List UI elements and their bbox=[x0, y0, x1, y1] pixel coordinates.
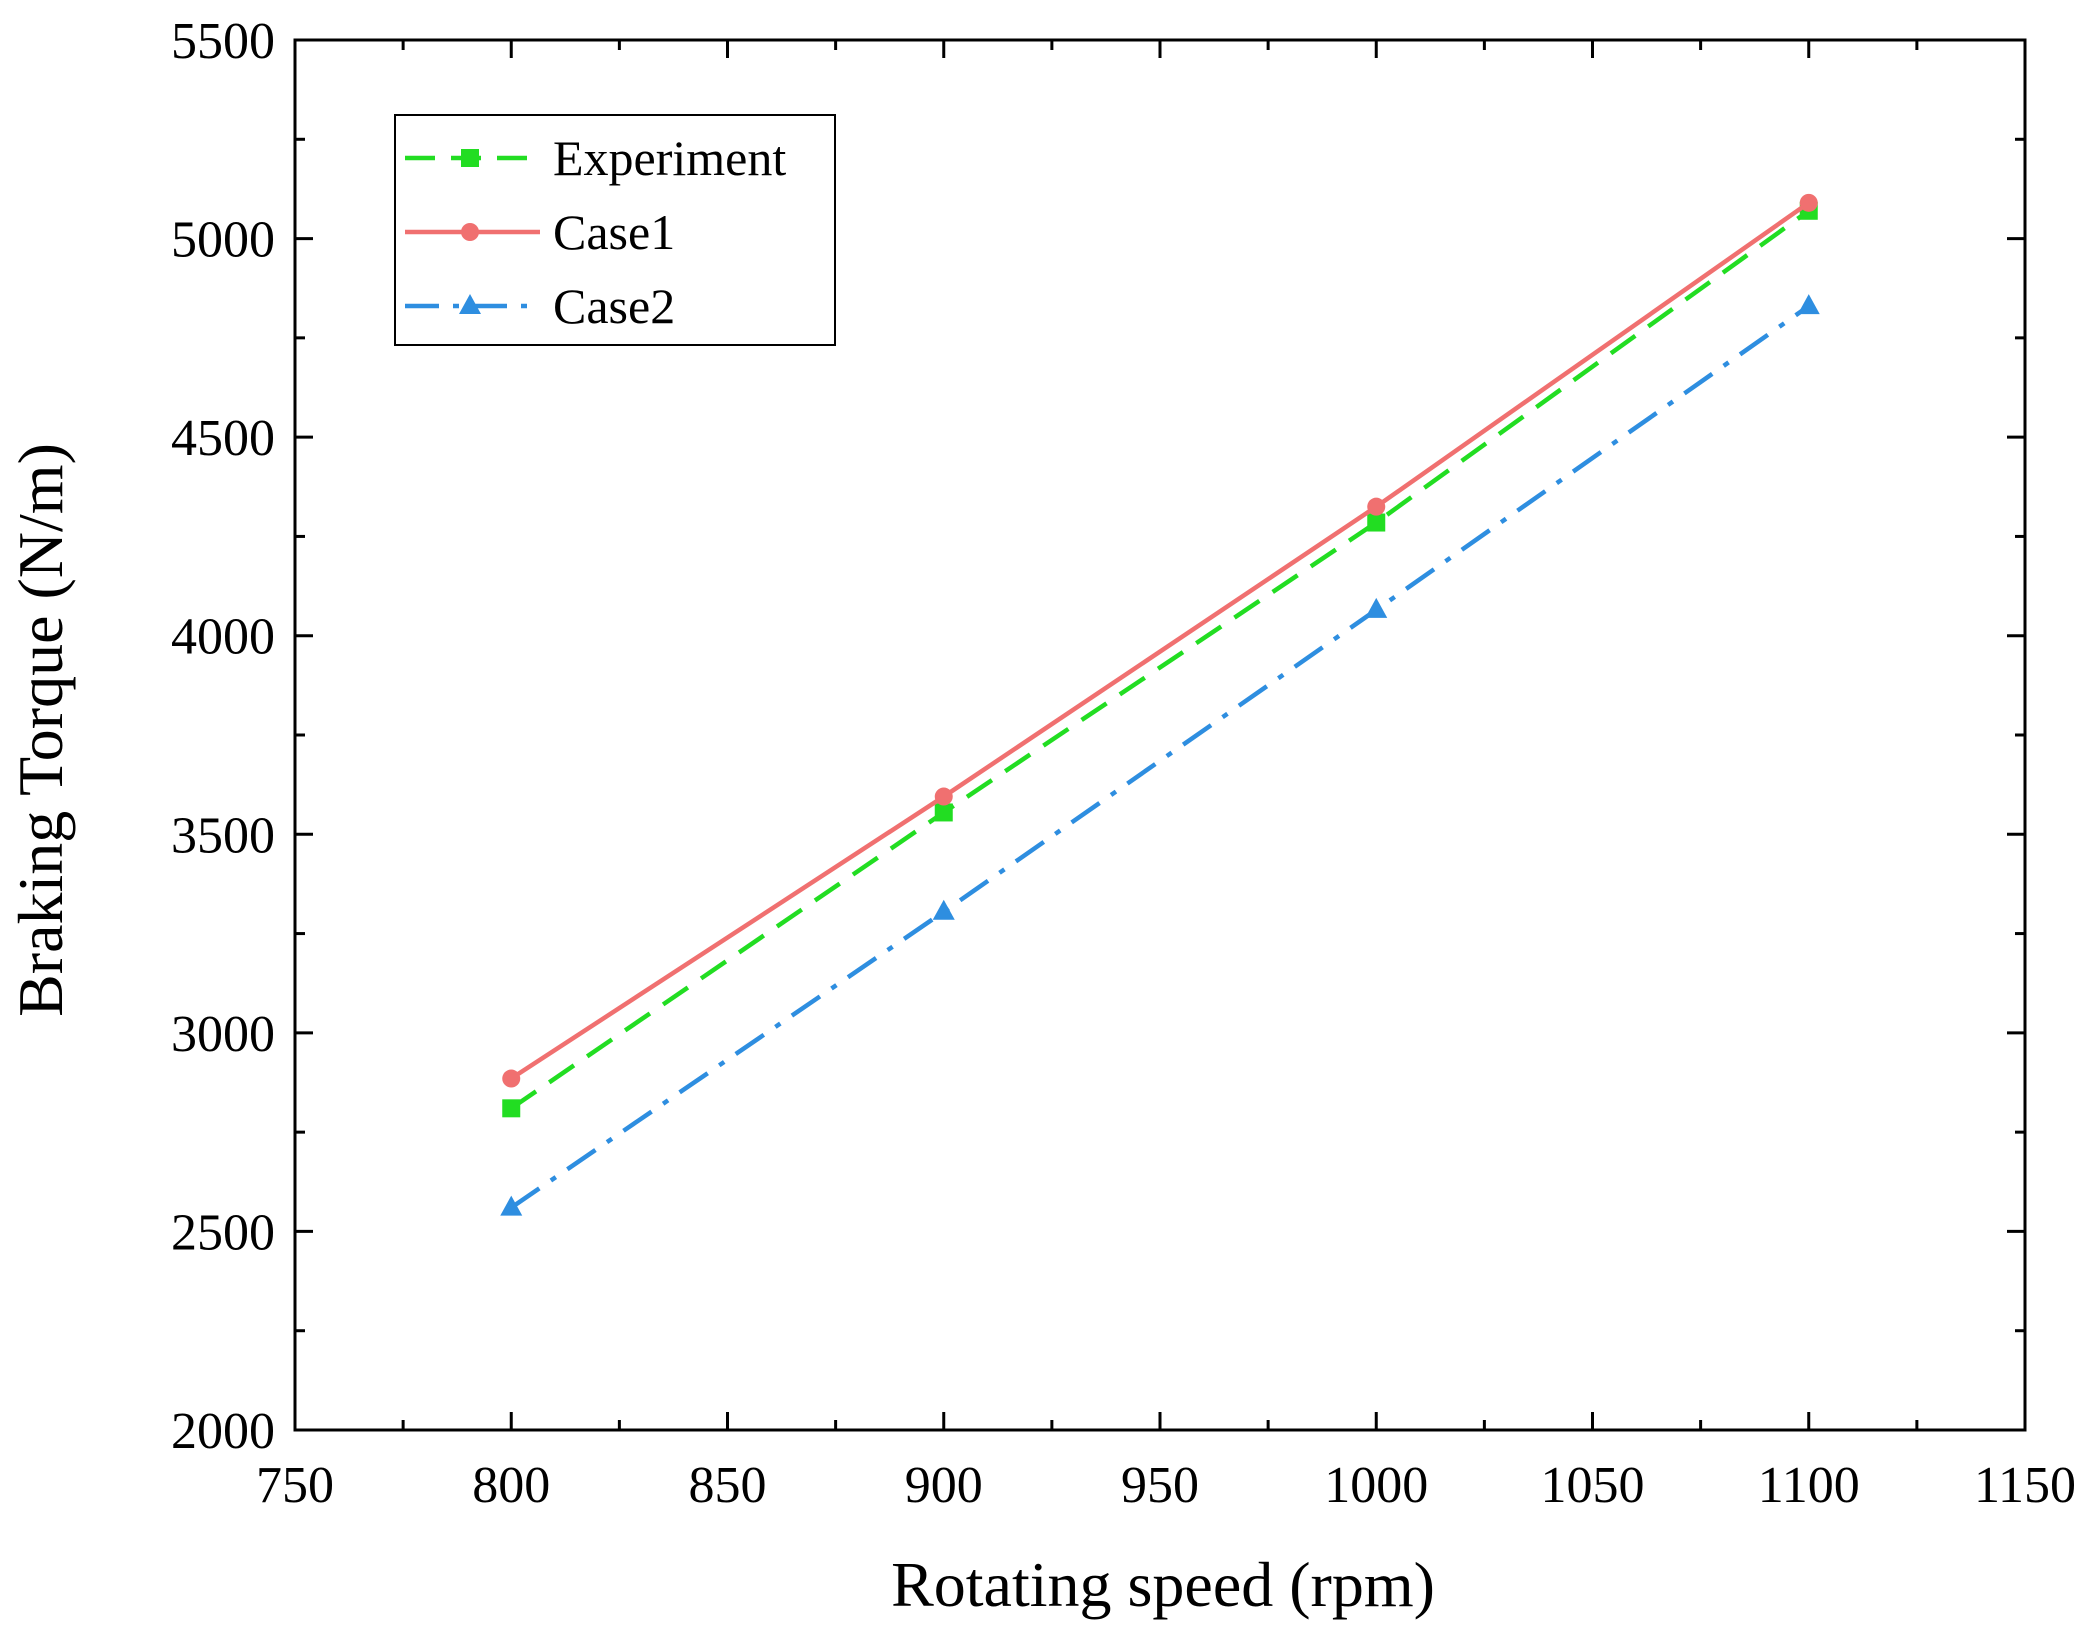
legend-marker-case1 bbox=[461, 223, 479, 241]
legend-marker-experiment bbox=[461, 149, 479, 167]
series-layer bbox=[500, 193, 1820, 1216]
x-axis-title: Rotating speed (rpm) bbox=[891, 1549, 1435, 1620]
y-tick-label: 3500 bbox=[171, 807, 275, 864]
data-point-case1 bbox=[934, 787, 953, 806]
legend-label-experiment: Experiment bbox=[553, 130, 786, 186]
y-axis-title: Braking Torque (N/m) bbox=[5, 443, 76, 1017]
x-tick-label: 950 bbox=[1121, 1457, 1199, 1514]
data-point-case2 bbox=[1365, 597, 1388, 618]
x-tick-label: 1050 bbox=[1541, 1457, 1645, 1514]
data-point-case2 bbox=[1797, 294, 1820, 315]
data-point-case1 bbox=[1367, 497, 1386, 516]
data-point-experiment bbox=[934, 803, 953, 822]
x-tick-label: 850 bbox=[689, 1457, 767, 1514]
legend-marker-case2 bbox=[459, 294, 481, 314]
axes: 750 800 850 900 950 1000 1050 1100 1150 2000 2500 3… bbox=[171, 13, 2076, 1514]
x-tick-label: 900 bbox=[905, 1457, 983, 1514]
legend-label-case1: Case1 bbox=[553, 204, 675, 260]
data-point-experiment bbox=[502, 1099, 521, 1118]
x-tick-label: 1100 bbox=[1758, 1457, 1860, 1514]
y-tick-label: 4000 bbox=[171, 609, 275, 666]
series-case1 bbox=[502, 193, 1818, 1088]
y-tick-label: 2500 bbox=[171, 1204, 275, 1261]
x-tick-label: 800 bbox=[472, 1457, 550, 1514]
data-point-case1 bbox=[502, 1069, 521, 1088]
data-point-case2 bbox=[500, 1195, 523, 1216]
x-tick-label: 1150 bbox=[1974, 1457, 2076, 1514]
series-line-experiment bbox=[509, 208, 1811, 1111]
series-line-case1 bbox=[510, 200, 1811, 1081]
x-tick-label: 1000 bbox=[1324, 1457, 1428, 1514]
legend-label-case2: Case2 bbox=[553, 278, 675, 334]
y-tick-label: 5500 bbox=[171, 13, 275, 70]
series-case2 bbox=[500, 294, 1820, 1216]
data-point-experiment bbox=[1367, 513, 1386, 532]
y-tick-label: 2000 bbox=[171, 1403, 275, 1460]
data-point-case2 bbox=[932, 899, 955, 920]
y-tick-label: 5000 bbox=[171, 212, 275, 269]
y-tick-label: 4500 bbox=[171, 410, 275, 467]
y-tick-label: 3000 bbox=[171, 1006, 275, 1063]
legend: Experiment Case1 Case2 bbox=[394, 114, 836, 346]
x-tick-label: 750 bbox=[256, 1457, 334, 1514]
series-line-case2 bbox=[509, 304, 1811, 1210]
data-point-case1 bbox=[1799, 193, 1818, 212]
